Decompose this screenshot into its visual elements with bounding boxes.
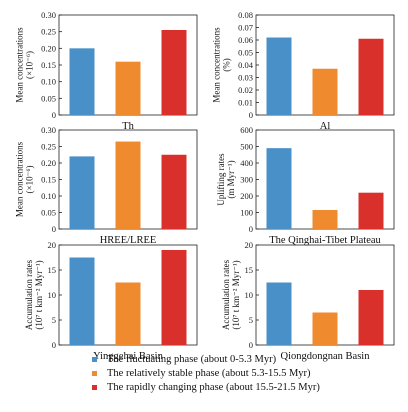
y-axis-label: (%) [222,58,232,72]
y-axis-label: (×10⁻⁶) [25,51,35,79]
y-tick-label: 200 [240,191,253,201]
y-tick-label: 0.07 [238,23,253,33]
legend-item-stable: The relatively stable phase (about 5.3-1… [92,366,320,380]
y-tick-label: 0 [249,340,253,350]
y-tick-label: 0.10 [41,191,56,201]
bar-fluctuating [69,48,95,116]
legend-item-fluctuating: The fluctuating phase (about 0-5.3 Myr) [92,352,320,366]
panel-3: 0 0.05 0.10 0.15 0.20 0.25 0.30 HREE/LREE Mean c… [15,125,198,246]
legend: The fluctuating phase (about 0-5.3 Myr) … [92,352,320,394]
y-tick-label: 15 [245,265,254,275]
bar-fluctuating [266,37,292,115]
y-axis-label: (m Myr⁻¹) [226,160,236,198]
y-tick-label: 0 [52,110,56,120]
y-tick-label: 600 [240,125,253,135]
bar-rapid [358,192,384,229]
x-axis-label: The Qinghai-Tibet Plateau [269,235,381,246]
y-tick-label: 0.20 [41,43,56,53]
y-axis-label: (10⁷ t km⁻² Myr⁻¹) [231,260,241,329]
y-axis-label: Mean concentrations [212,27,222,103]
bar-fluctuating [69,257,95,345]
bar-stable [115,61,141,115]
panel-5: 0 5 10 15 20 Yinggehai Basin Accumulation rate… [24,240,198,362]
y-tick-label: 100 [240,208,253,218]
y-axis-label: Accumulation rates [221,259,231,330]
y-tick-label: 500 [240,142,253,152]
bar-rapid [161,154,187,229]
legend-label-fluctuating: The fluctuating phase (about 0-5.3 Myr) [107,353,277,365]
y-tick-label: 0 [249,224,253,234]
y-axis-label: Mean concentrations [15,27,25,103]
bar-rapid [358,38,384,115]
y-tick-label: 0 [52,224,56,234]
y-tick-label: 0.06 [238,35,253,45]
x-axis-label: Yinggehai Basin [93,351,163,362]
y-tick-label: 5 [52,315,56,325]
panel-1: 0 0.05 0.10 0.15 0.20 0.25 0.30 Th Mean concentr… [15,10,198,132]
legend-label-rapid: The rapidly changing phase (about 15.5-2… [107,381,320,393]
x-axis-label: HREE/LREE [100,235,157,246]
bar-stable [312,68,338,115]
bar-stable [312,210,338,229]
y-tick-label: 0.05 [238,48,253,58]
legend-swatch-stable [92,370,97,376]
legend-item-rapid: The rapidly changing phase (about 15.5-2… [92,380,320,394]
y-tick-label: 0.10 [41,77,56,87]
bar-fluctuating [69,156,95,229]
y-axis-label: Accumulation rates [24,259,34,330]
y-tick-label: 20 [48,240,57,250]
panel-6: 0 5 10 15 20 Qiongdongnan Basin Accumulation r… [221,240,395,362]
y-tick-label: 15 [48,265,57,275]
legend-swatch-fluctuating [92,356,97,362]
x-axis-label: Qiongdongnan Basin [281,351,371,362]
bar-stable [312,312,338,345]
y-tick-label: 5 [249,315,253,325]
y-axis-label: Uplifting rates [216,153,226,206]
panel-4: 0 100 200 300 400 500 600 The Qinghai-Tibet Pla… [216,125,395,246]
bar-fluctuating [266,282,292,345]
bar-fluctuating [266,148,292,229]
y-tick-label: 0.05 [41,208,56,218]
y-tick-label: 0.25 [41,142,56,152]
y-axis-label: (×10⁻⁶) [25,166,35,194]
y-tick-label: 400 [240,158,253,168]
y-tick-label: 10 [245,290,254,300]
y-tick-label: 10 [48,290,57,300]
y-tick-label: 300 [240,175,253,185]
y-tick-label: 0.25 [41,27,56,37]
y-tick-label: 0.03 [238,73,253,83]
y-tick-label: 0.20 [41,158,56,168]
y-tick-label: 20 [245,240,254,250]
y-tick-label: 0.15 [41,60,56,70]
y-tick-label: 0 [249,110,253,120]
x-axis-label: Th [122,121,134,132]
panel-2: 0 0.01 0.02 0.03 0.04 0.05 0.06 0.07 0.08 Al Mean … [212,10,395,132]
legend-swatch-rapid [92,384,97,390]
legend-label-stable: The relatively stable phase (about 5.3-1… [107,367,311,379]
y-tick-label: 0.02 [238,85,253,95]
y-axis-label: Mean concentrations [15,141,25,217]
y-tick-label: 0.08 [238,10,253,20]
y-tick-label: 0.30 [41,125,56,135]
bar-stable [115,282,141,345]
bar-stable [115,141,141,229]
bar-rapid [161,250,187,345]
y-axis-label: (10⁷ t km⁻² Myr⁻¹) [34,260,44,329]
y-tick-label: 0.04 [238,60,254,70]
y-tick-label: 0.01 [238,98,253,108]
x-axis-label: Al [320,121,331,132]
bar-rapid [161,30,187,115]
y-tick-label: 0.30 [41,10,56,20]
y-tick-label: 0.15 [41,175,56,185]
y-tick-label: 0 [52,340,56,350]
y-tick-label: 0.05 [41,93,56,103]
bar-rapid [358,290,384,345]
